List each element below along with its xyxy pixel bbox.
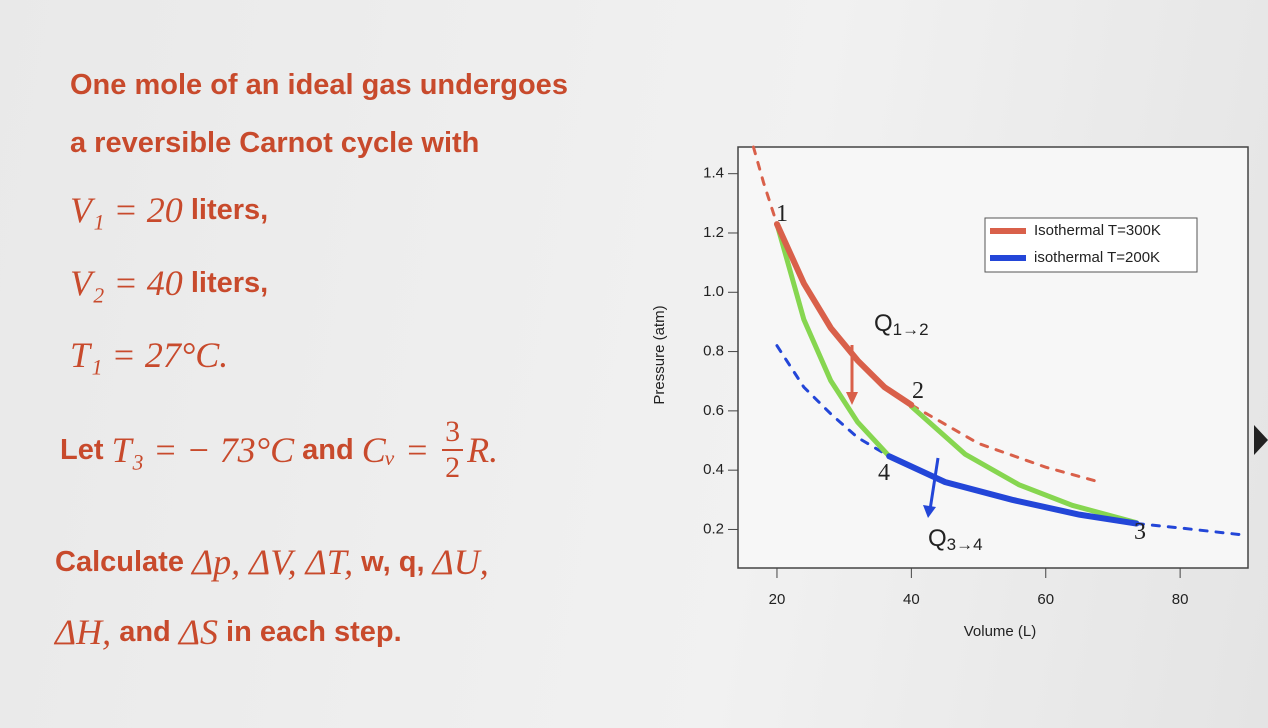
text-line: a reversible Carnot cycle with (70, 121, 479, 165)
dashed-curve (909, 403, 1102, 484)
math-text: V₂ = 40 (70, 263, 183, 303)
text: and (111, 615, 179, 648)
annotation-text: 2 (912, 378, 924, 404)
arrow-head (846, 392, 858, 405)
text: Let (60, 433, 112, 466)
math-text: R. (467, 430, 499, 470)
y-tick-label: 1.2 (703, 224, 724, 241)
text: in each step. (217, 615, 402, 648)
math-text: T₃ = − 73°C (111, 430, 295, 470)
x-tick-label: 60 (1037, 591, 1054, 608)
text: a reversible Carnot cycle with (70, 126, 480, 159)
y-tick-label: 0.6 (703, 402, 724, 419)
annotation-text: 4 (878, 460, 890, 486)
text-line: One mole of an ideal gas undergoes (70, 63, 568, 107)
text-line: V₂ = 40 liters, (70, 261, 268, 305)
text-line: V₁ = 20 liters, (70, 188, 268, 232)
annotation-text: Q (874, 310, 893, 337)
annotation-text: 1 (776, 201, 788, 227)
text: w, q, (353, 545, 433, 578)
dashed-curve (751, 145, 779, 226)
math-text: ΔS (178, 612, 218, 652)
math-text: V₁ = 20 (70, 190, 183, 230)
text-line: ΔH, and ΔS in each step. (55, 610, 402, 654)
y-tick-label: 1.4 (703, 165, 724, 182)
text-line: Calculate Δp, ΔV, ΔT, w, q, ΔU, (55, 540, 489, 584)
math-text: Δp, ΔV, ΔT, (192, 542, 354, 582)
y-tick-label: 1.0 (703, 283, 724, 300)
annotation-subscript: 1→2 (893, 320, 929, 339)
adiabat (908, 403, 1139, 526)
x-tick-label: 20 (769, 591, 786, 608)
annotation: 2 (912, 378, 924, 404)
numerator: 3 (442, 415, 464, 451)
annotation-text: 3 (1134, 519, 1146, 545)
y-axis-label: Pressure (atm) (651, 305, 668, 404)
annotation: 1 (776, 201, 788, 227)
y-tick-label: 0.2 (703, 520, 724, 537)
y-tick-label: 0.4 (703, 461, 724, 478)
plot-frame (737, 146, 1249, 569)
text-line: Let T₃ = − 73°C and Cᵥ = 3 2 R. (60, 415, 499, 484)
legend-label: Isothermal T=300K (1034, 222, 1161, 239)
annotation-subscript: 3→4 (947, 535, 983, 554)
text: liters, (182, 266, 269, 299)
legend-label: isothermal T=200K (1034, 249, 1160, 266)
arrow-head (923, 505, 936, 518)
text: and (294, 433, 362, 466)
next-arrow[interactable] (1254, 425, 1268, 455)
text: liters, (182, 193, 269, 226)
annotation: Q3→4 (928, 525, 983, 554)
adiabat (774, 221, 892, 459)
isotherm (886, 453, 1140, 527)
x-tick-label: 80 (1172, 591, 1189, 608)
math-text: Cᵥ = (361, 430, 439, 470)
dashed-curve (775, 344, 891, 458)
math-text: ΔU, (432, 542, 489, 582)
legend (984, 217, 1198, 273)
annotation-text: Q (928, 525, 947, 552)
annotation: Q1→2 (874, 310, 929, 339)
text: One mole of an ideal gas undergoes (70, 68, 568, 101)
math-text: ΔH, (55, 612, 112, 652)
text: Calculate (55, 545, 192, 578)
denominator: 2 (445, 451, 461, 484)
dashed-curve (1134, 522, 1249, 537)
annotation: 4 (878, 460, 890, 486)
math-text: T₁ = 27°C. (70, 335, 229, 375)
text-line: T₁ = 27°C. (70, 333, 228, 377)
arrow (928, 457, 940, 511)
y-tick-label: 0.8 (703, 343, 724, 360)
isotherm (773, 221, 915, 408)
x-axis-label: Volume (L) (964, 623, 1037, 640)
x-tick-label: 40 (903, 591, 920, 608)
annotation: 3 (1134, 519, 1146, 545)
